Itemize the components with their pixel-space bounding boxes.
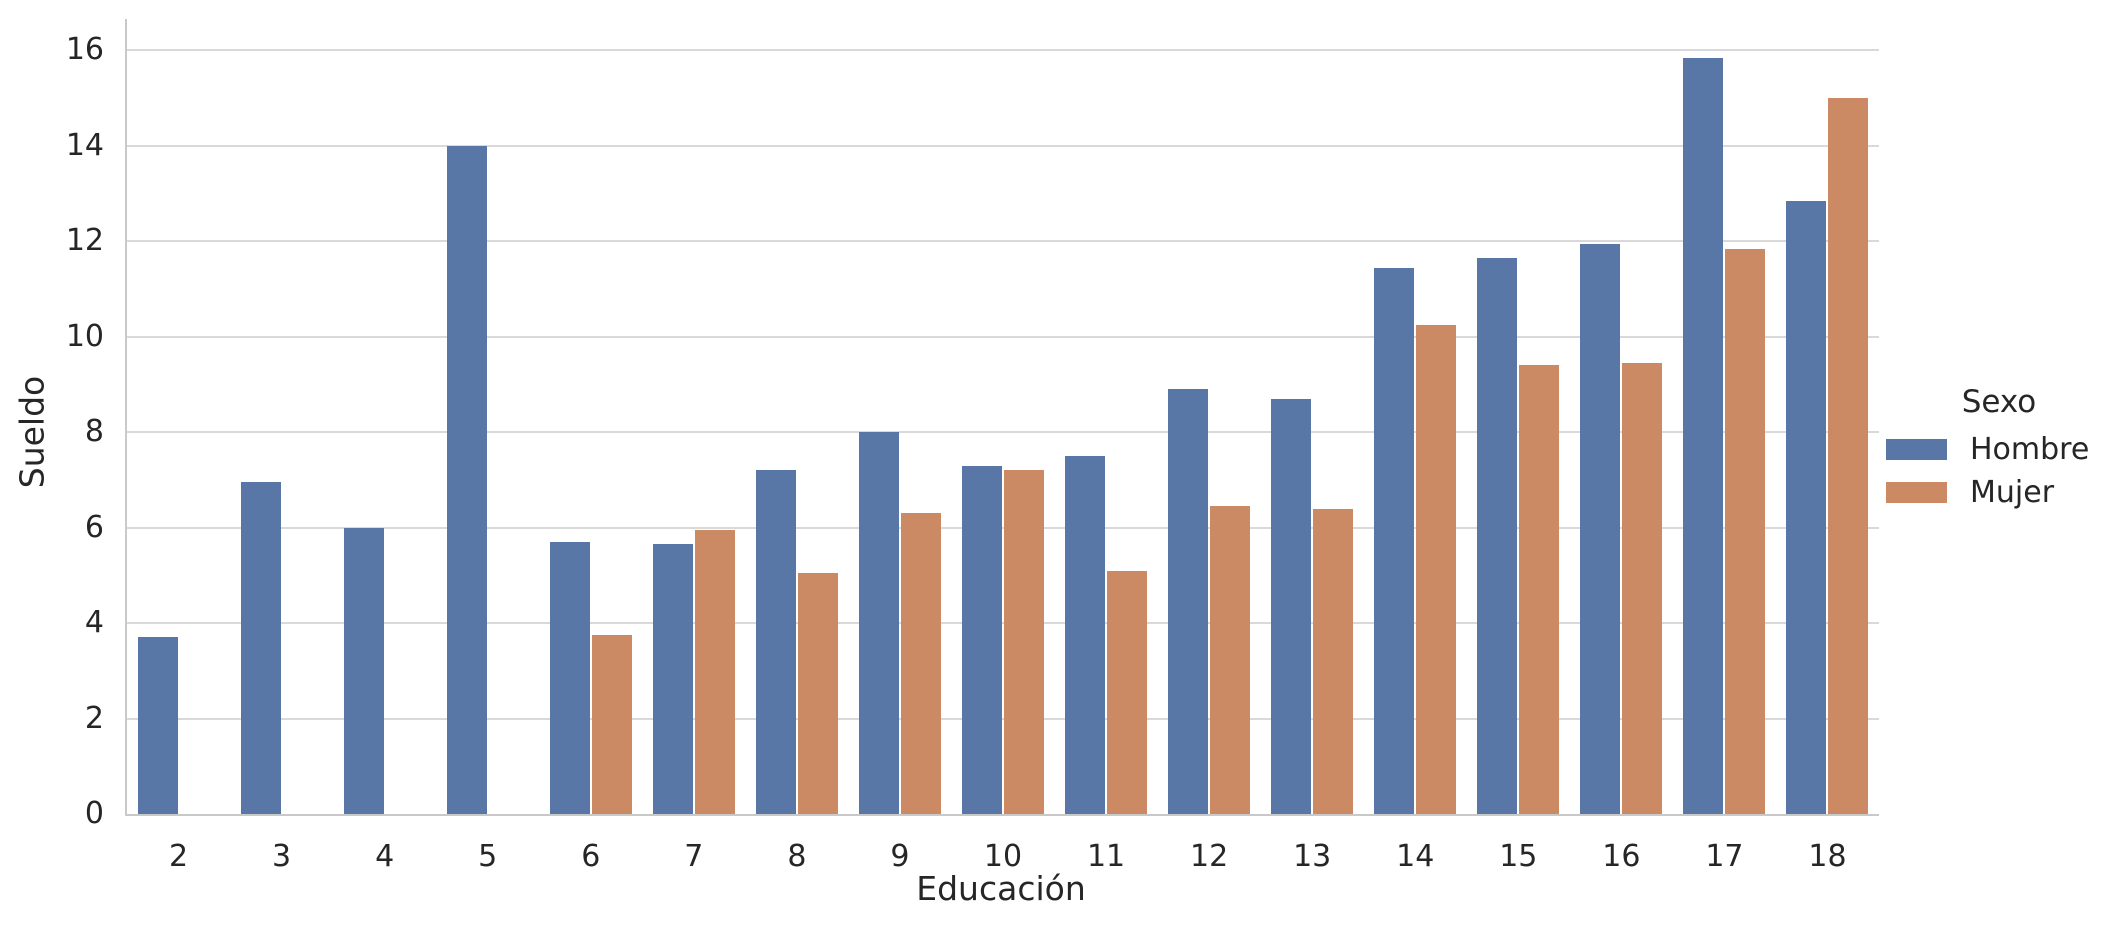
- bar-mujer-8: [797, 573, 838, 814]
- x-axis-tick-label-3: 3: [272, 839, 292, 874]
- x-axis-tick-label-13: 13: [1293, 839, 1332, 874]
- bar-hombre-9: [858, 432, 899, 814]
- x-axis-tick-label-5: 5: [478, 839, 498, 874]
- bar-mujer-15: [1519, 365, 1560, 814]
- bar-hombre-18: [1786, 200, 1827, 814]
- bar-mujer-9: [900, 513, 941, 814]
- gridline-y12: [127, 240, 1879, 243]
- x-axis-tick-label-7: 7: [684, 839, 704, 874]
- x-axis-tick-label-11: 11: [1086, 839, 1126, 874]
- x-axis-tick-label-9: 9: [890, 839, 910, 874]
- gridline-y2: [127, 717, 1879, 720]
- y-axis-tick-label-14: 14: [65, 127, 104, 163]
- bar-hombre-3: [240, 482, 281, 814]
- bar-hombre-5: [446, 145, 487, 814]
- x-axis-tick-label-12: 12: [1190, 839, 1229, 874]
- bar-mujer-13: [1313, 508, 1354, 814]
- legend-entry-mujer: Mujer: [1886, 471, 2112, 514]
- y-axis-tick-label-10: 10: [65, 318, 104, 354]
- legend-label-hombre: Hombre: [1970, 431, 2090, 467]
- x-axis-tick-label-17: 17: [1705, 839, 1744, 874]
- legend-swatch-mujer-icon: [1886, 482, 1947, 503]
- bar-hombre-15: [1477, 258, 1518, 814]
- bar-mujer-16: [1622, 363, 1663, 814]
- bar-mujer-6: [591, 635, 632, 814]
- y-axis-tick-label-8: 8: [84, 414, 104, 450]
- legend: Sexo Hombre Mujer: [1886, 384, 2112, 514]
- bar-hombre-6: [549, 542, 590, 814]
- bar-hombre-7: [652, 544, 693, 814]
- x-axis-tick-label-8: 8: [787, 839, 807, 874]
- bar-hombre-13: [1271, 398, 1312, 814]
- y-axis-tick-label-0: 0: [84, 796, 104, 831]
- legend-entry-hombre: Hombre: [1886, 428, 2112, 471]
- y-axis-tick-label-16: 16: [65, 32, 104, 68]
- y-axis-tick-label-6: 6: [84, 509, 104, 545]
- bar-mujer-7: [694, 530, 735, 814]
- x-axis-tick-label-16: 16: [1602, 839, 1641, 874]
- y-axis-tick-label-2: 2: [84, 700, 104, 736]
- bar-mujer-18: [1828, 98, 1869, 814]
- gridline-y16: [127, 49, 1879, 52]
- bar-hombre-8: [755, 470, 796, 814]
- gridline-y10: [127, 335, 1879, 338]
- gridline-y6: [127, 526, 1879, 529]
- plot-area: [125, 19, 1879, 816]
- gridline-y4: [127, 622, 1879, 625]
- bar-hombre-14: [1374, 267, 1415, 814]
- gridline-y14: [127, 144, 1879, 147]
- legend-label-mujer: Mujer: [1970, 474, 2055, 510]
- x-axis-tick-label-14: 14: [1396, 839, 1435, 874]
- x-axis-tick-label-10: 10: [983, 839, 1023, 874]
- bar-hombre-4: [343, 527, 384, 814]
- bar-mujer-12: [1210, 506, 1251, 814]
- bar-hombre-16: [1580, 243, 1621, 814]
- bar-hombre-12: [1168, 389, 1209, 814]
- bar-mujer-14: [1416, 324, 1457, 814]
- y-axis-tick-label-4: 4: [84, 605, 104, 641]
- x-axis-label: Educación: [916, 869, 1086, 908]
- x-axis-tick-label-15: 15: [1499, 839, 1538, 874]
- bar-hombre-11: [1065, 456, 1106, 814]
- bar-mujer-10: [1004, 470, 1044, 814]
- legend-swatch-hombre-icon: [1886, 439, 1947, 460]
- x-axis-tick-label-18: 18: [1808, 839, 1847, 874]
- bar-mujer-17: [1725, 248, 1766, 814]
- bar-hombre-17: [1683, 57, 1724, 814]
- x-axis-tick-label-4: 4: [375, 839, 395, 874]
- y-axis-tick-label-12: 12: [65, 223, 104, 259]
- bar-hombre-10: [962, 465, 1002, 814]
- bar-mujer-11: [1107, 570, 1148, 814]
- legend-title: Sexo: [1961, 384, 2037, 420]
- gridline-y8: [127, 431, 1879, 434]
- bar-hombre-2: [137, 637, 178, 814]
- x-axis-tick-label-6: 6: [581, 839, 601, 874]
- x-axis-tick-label-2: 2: [168, 839, 189, 874]
